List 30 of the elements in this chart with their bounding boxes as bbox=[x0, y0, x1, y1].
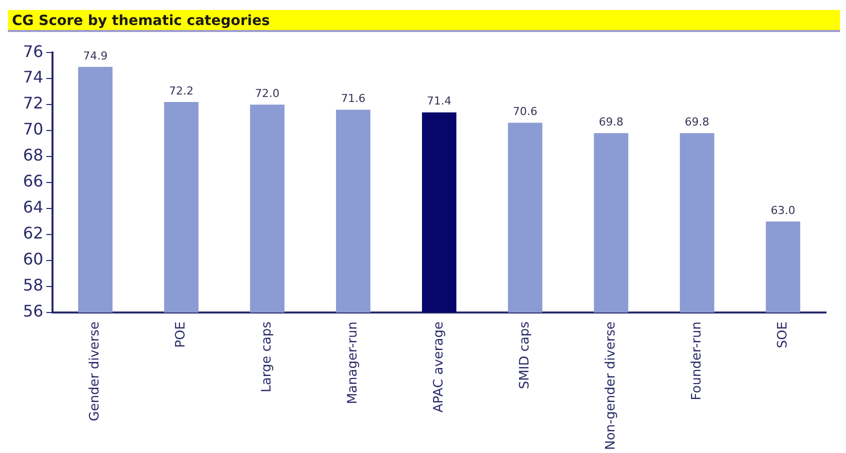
x-tick-label: Gender diverse bbox=[88, 322, 103, 422]
y-tick-label: 60 bbox=[23, 250, 44, 269]
x-tick-label: Founder-run bbox=[689, 322, 704, 400]
data-label: 72.2 bbox=[169, 84, 194, 98]
data-label: 69.8 bbox=[598, 116, 624, 129]
y-tick-label: 72 bbox=[23, 94, 44, 113]
y-tick-label: 62 bbox=[23, 224, 44, 243]
y-tick-label: 64 bbox=[23, 198, 44, 217]
x-tick-label: SOE bbox=[775, 322, 790, 348]
y-tick-label: 58 bbox=[23, 276, 44, 295]
data-label: 71.4 bbox=[426, 94, 452, 108]
y-tick-label: 68 bbox=[23, 146, 44, 165]
x-tick-label: Non-gender diverse bbox=[603, 322, 618, 450]
data-label: 69.8 bbox=[684, 116, 710, 129]
x-tick-label: Manager-run bbox=[346, 322, 361, 404]
x-tick-label: Large caps bbox=[260, 321, 275, 392]
y-tick-label: 56 bbox=[23, 302, 44, 321]
data-label: 70.6 bbox=[512, 105, 538, 118]
x-tick-label: APAC average bbox=[432, 322, 447, 413]
x-tick-label: POE bbox=[174, 322, 189, 348]
data-label: 72.0 bbox=[255, 86, 280, 100]
data-label: 63.0 bbox=[770, 204, 796, 217]
chart-title: CG Score by thematic categories bbox=[8, 10, 840, 32]
x-tick-label: SMID caps bbox=[518, 321, 533, 390]
data-label: 74.9 bbox=[83, 49, 108, 62]
data-label: 71.6 bbox=[340, 92, 366, 106]
y-tick-label: 66 bbox=[23, 172, 44, 191]
y-tick-label: 70 bbox=[23, 120, 44, 139]
y-tick-label: 76 bbox=[23, 42, 44, 61]
y-tick-label: 74 bbox=[23, 68, 44, 87]
